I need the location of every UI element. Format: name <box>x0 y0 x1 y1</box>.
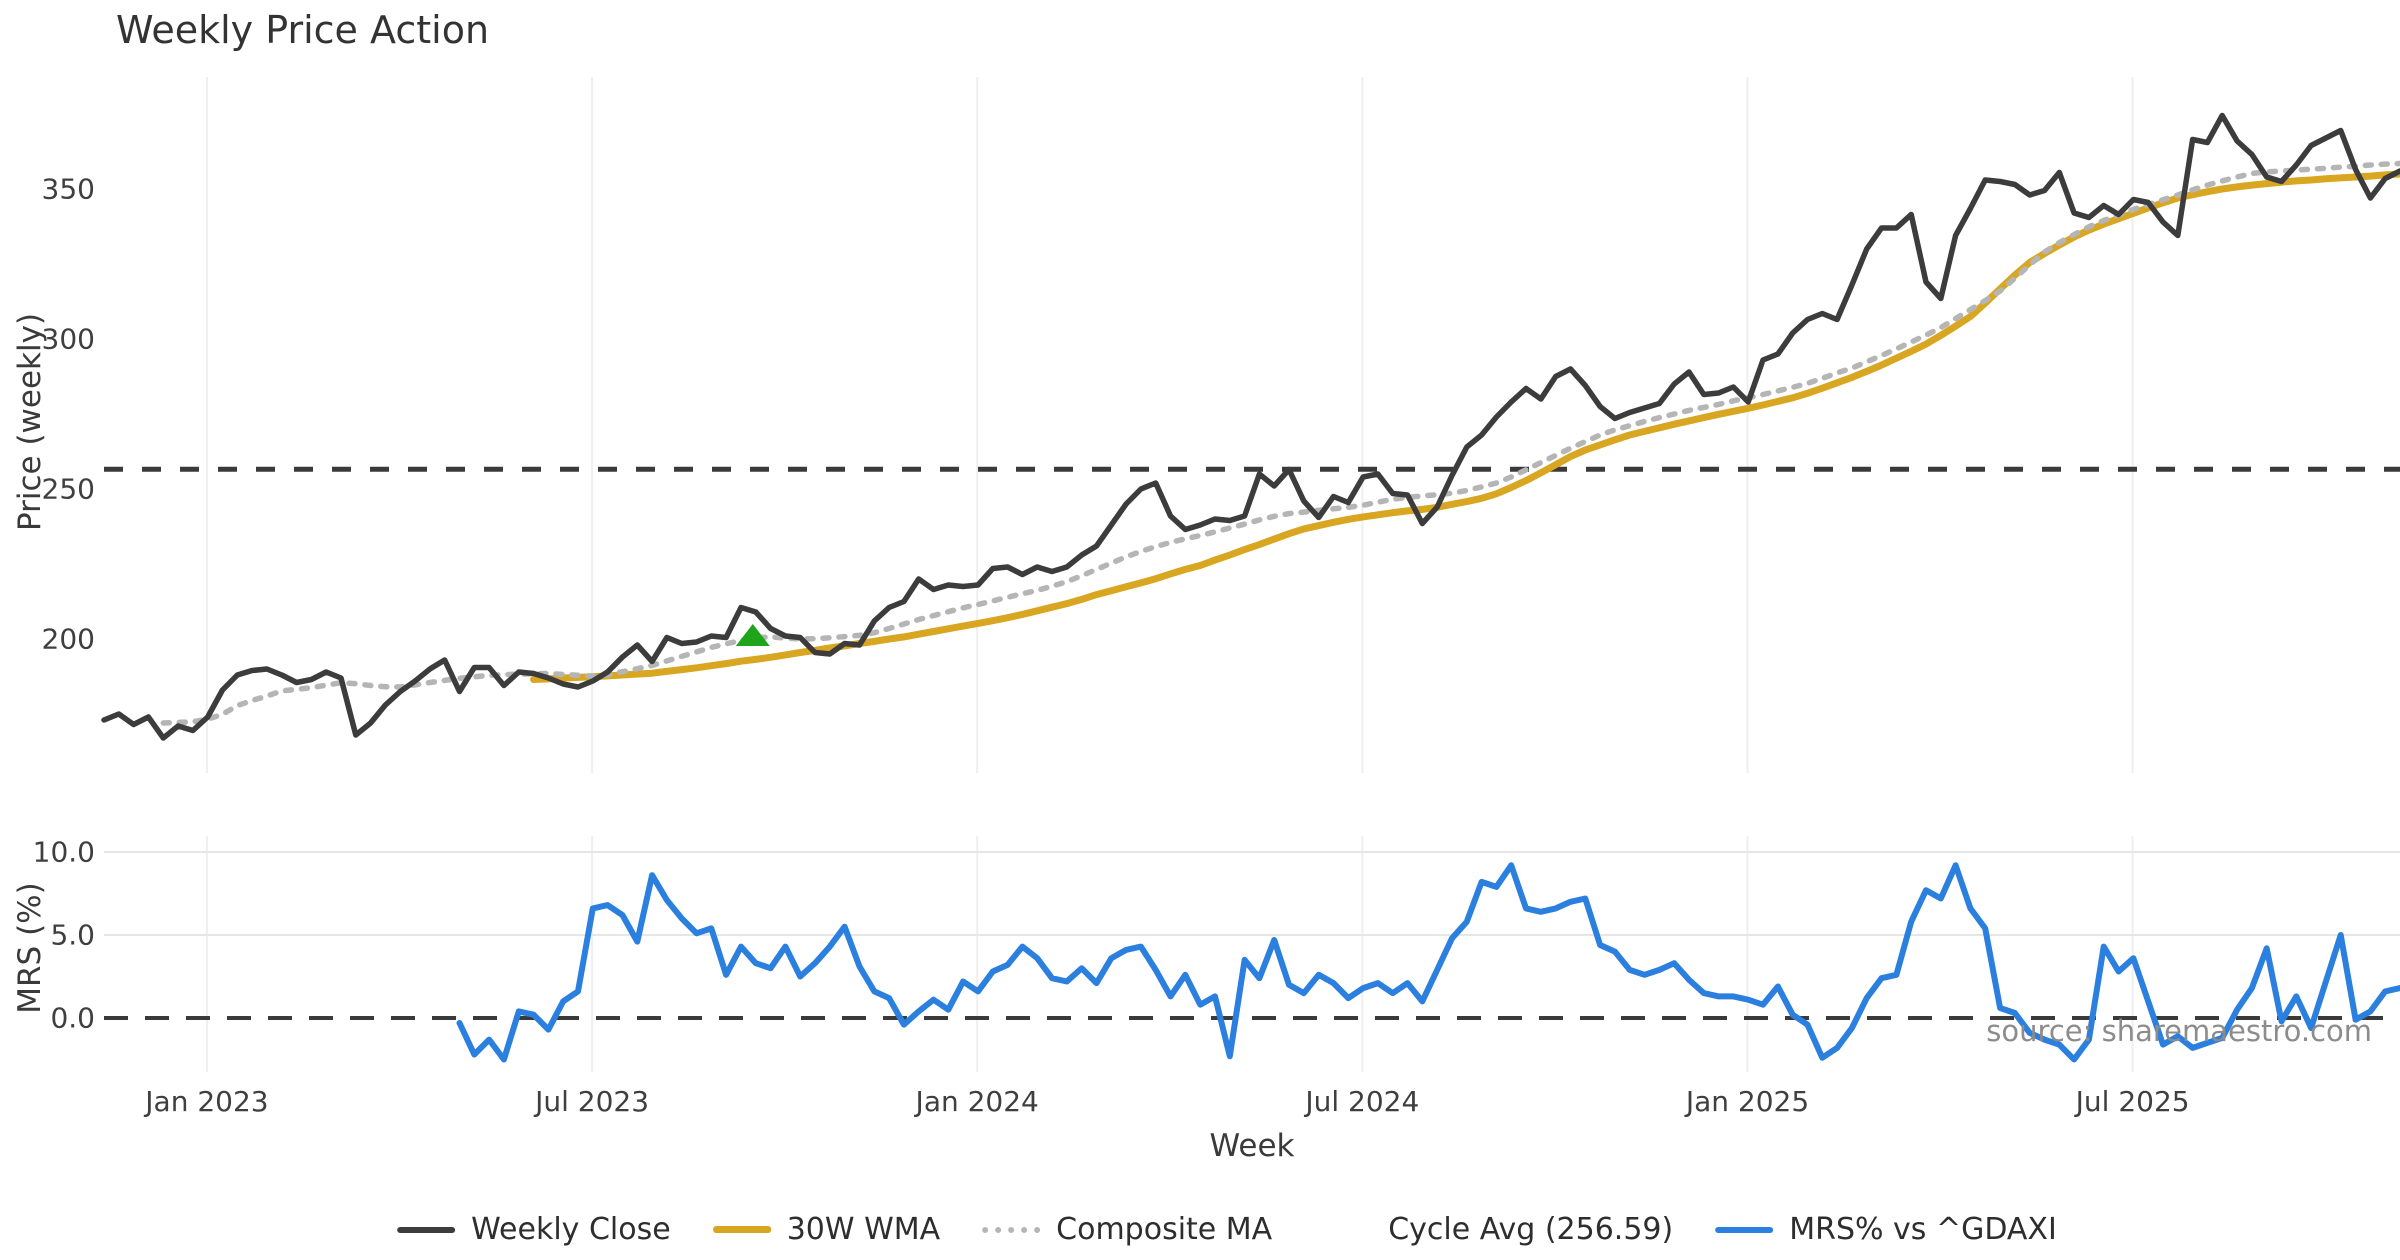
composite-ma-line <box>160 160 2400 726</box>
legend-label: Cycle Avg (256.59) <box>1388 1212 1674 1247</box>
legend-item: 30W WMA <box>712 1212 941 1247</box>
x-tick-label: Jul 2023 <box>535 1085 650 1118</box>
chart-title: Weekly Price Action <box>116 8 490 52</box>
price-ytick-label: 300 <box>41 322 95 356</box>
legend-label: 30W WMA <box>786 1212 941 1247</box>
mrs-line <box>456 862 2400 1063</box>
price-axis-label: Price (weekly) <box>12 312 48 532</box>
price-ytick-label: 250 <box>41 472 95 506</box>
legend: Weekly Close 30W WMA Composite MA Cycle Avg… <box>397 1212 2057 1247</box>
legend-swatch-solid-icon <box>712 1226 771 1233</box>
legend-swatch-dotted-icon <box>982 1226 1041 1233</box>
x-tick-label: Jan 2023 <box>145 1085 269 1118</box>
mrs-ytick-label: 0.0 <box>50 1001 95 1035</box>
price-ytick-label: 350 <box>41 172 95 206</box>
legend-label: Composite MA <box>1056 1212 1273 1247</box>
buy-signal-marker <box>735 624 770 646</box>
price-ytick-label: 200 <box>41 622 95 656</box>
legend-item: Cycle Avg (256.59) <box>1314 1212 1673 1247</box>
x-tick-label: Jul 2025 <box>2075 1085 2190 1118</box>
mrs-ytick-label: 5.0 <box>50 918 95 952</box>
legend-label: Weekly Close <box>471 1212 671 1247</box>
x-tick-label: Jul 2024 <box>1305 1085 1420 1118</box>
weekly-close-line <box>101 112 2400 741</box>
legend-swatch-dashed-icon <box>1314 1227 1372 1232</box>
legend-swatch-solid-icon <box>1715 1226 1774 1233</box>
legend-item: Weekly Close <box>397 1212 671 1247</box>
legend-label: MRS% vs ^GDAXI <box>1789 1212 2057 1247</box>
mrs-axis-label: MRS (%) <box>12 882 48 1014</box>
legend-item: MRS% vs ^GDAXI <box>1715 1212 2057 1247</box>
legend-item: Composite MA <box>982 1212 1272 1247</box>
x-tick-label: Jan 2025 <box>1685 1085 1810 1118</box>
x-tick-label: Jan 2024 <box>915 1085 1039 1118</box>
wma-30w-line <box>530 170 2400 683</box>
source-watermark: source: sharemaestro.com <box>1986 1014 2372 1048</box>
mrs-ytick-label: 10.0 <box>32 835 95 869</box>
legend-swatch-solid-icon <box>397 1226 456 1233</box>
week-axis-label: Week <box>1209 1128 1295 1164</box>
